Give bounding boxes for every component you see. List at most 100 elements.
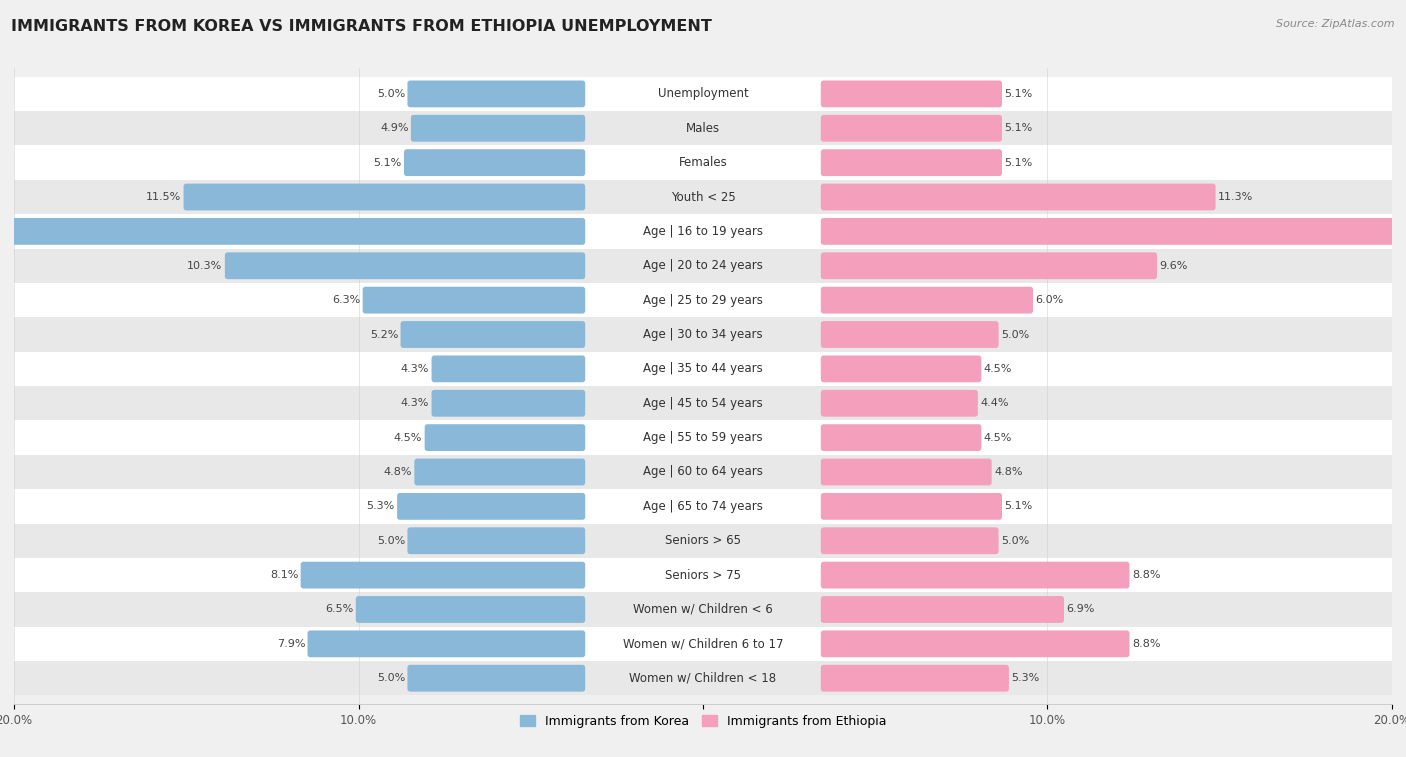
FancyBboxPatch shape (821, 149, 1002, 176)
Text: Age | 65 to 74 years: Age | 65 to 74 years (643, 500, 763, 513)
FancyBboxPatch shape (401, 321, 585, 348)
Text: 4.5%: 4.5% (984, 433, 1012, 443)
FancyBboxPatch shape (0, 489, 1406, 524)
FancyBboxPatch shape (821, 184, 1216, 210)
Text: 6.3%: 6.3% (332, 295, 360, 305)
FancyBboxPatch shape (408, 528, 585, 554)
Text: 11.3%: 11.3% (1218, 192, 1253, 202)
FancyBboxPatch shape (821, 665, 1010, 692)
FancyBboxPatch shape (821, 390, 979, 416)
Text: 5.3%: 5.3% (367, 501, 395, 512)
Text: 5.0%: 5.0% (1001, 329, 1029, 339)
FancyBboxPatch shape (821, 80, 1002, 107)
Text: Women w/ Children < 6: Women w/ Children < 6 (633, 603, 773, 616)
FancyBboxPatch shape (821, 528, 998, 554)
Text: 4.5%: 4.5% (984, 364, 1012, 374)
FancyBboxPatch shape (0, 455, 1406, 489)
Legend: Immigrants from Korea, Immigrants from Ethiopia: Immigrants from Korea, Immigrants from E… (515, 710, 891, 733)
Text: 8.8%: 8.8% (1132, 570, 1160, 580)
FancyBboxPatch shape (308, 631, 585, 657)
FancyBboxPatch shape (0, 524, 1406, 558)
Text: Age | 35 to 44 years: Age | 35 to 44 years (643, 363, 763, 375)
FancyBboxPatch shape (0, 420, 1406, 455)
Text: Youth < 25: Youth < 25 (671, 191, 735, 204)
Text: Source: ZipAtlas.com: Source: ZipAtlas.com (1277, 19, 1395, 29)
FancyBboxPatch shape (0, 145, 1406, 180)
FancyBboxPatch shape (0, 317, 1406, 352)
Text: Age | 16 to 19 years: Age | 16 to 19 years (643, 225, 763, 238)
Text: 6.9%: 6.9% (1066, 605, 1095, 615)
Text: 5.1%: 5.1% (1004, 501, 1032, 512)
Text: 7.9%: 7.9% (277, 639, 305, 649)
Text: 6.0%: 6.0% (1035, 295, 1064, 305)
Text: Seniors > 65: Seniors > 65 (665, 534, 741, 547)
Text: Males: Males (686, 122, 720, 135)
FancyBboxPatch shape (821, 631, 1129, 657)
FancyBboxPatch shape (821, 252, 1157, 279)
Text: Women w/ Children < 18: Women w/ Children < 18 (630, 671, 776, 685)
Text: 8.8%: 8.8% (1132, 639, 1160, 649)
FancyBboxPatch shape (0, 76, 1406, 111)
FancyBboxPatch shape (425, 424, 585, 451)
FancyBboxPatch shape (821, 459, 991, 485)
FancyBboxPatch shape (363, 287, 585, 313)
Text: 5.1%: 5.1% (1004, 123, 1032, 133)
Text: 6.5%: 6.5% (325, 605, 353, 615)
FancyBboxPatch shape (0, 180, 1406, 214)
FancyBboxPatch shape (0, 218, 585, 245)
Text: Age | 45 to 54 years: Age | 45 to 54 years (643, 397, 763, 410)
Text: 5.0%: 5.0% (377, 673, 405, 684)
Text: 5.0%: 5.0% (377, 536, 405, 546)
FancyBboxPatch shape (408, 80, 585, 107)
FancyBboxPatch shape (821, 321, 998, 348)
Text: 5.3%: 5.3% (1011, 673, 1039, 684)
FancyBboxPatch shape (821, 287, 1033, 313)
Text: 5.1%: 5.1% (374, 157, 402, 167)
Text: 4.8%: 4.8% (384, 467, 412, 477)
FancyBboxPatch shape (0, 558, 1406, 592)
FancyBboxPatch shape (408, 665, 585, 692)
FancyBboxPatch shape (0, 111, 1406, 145)
FancyBboxPatch shape (432, 390, 585, 416)
FancyBboxPatch shape (821, 356, 981, 382)
FancyBboxPatch shape (821, 218, 1406, 245)
Text: Age | 60 to 64 years: Age | 60 to 64 years (643, 466, 763, 478)
Text: Age | 30 to 34 years: Age | 30 to 34 years (643, 328, 763, 341)
FancyBboxPatch shape (415, 459, 585, 485)
FancyBboxPatch shape (411, 115, 585, 142)
Text: 11.5%: 11.5% (146, 192, 181, 202)
FancyBboxPatch shape (356, 596, 585, 623)
Text: Age | 25 to 29 years: Age | 25 to 29 years (643, 294, 763, 307)
FancyBboxPatch shape (0, 248, 1406, 283)
Text: 5.1%: 5.1% (1004, 89, 1032, 99)
Text: Females: Females (679, 156, 727, 169)
Text: 5.0%: 5.0% (377, 89, 405, 99)
Text: 4.5%: 4.5% (394, 433, 422, 443)
FancyBboxPatch shape (0, 214, 1406, 248)
FancyBboxPatch shape (821, 562, 1129, 588)
Text: Age | 20 to 24 years: Age | 20 to 24 years (643, 259, 763, 273)
FancyBboxPatch shape (821, 493, 1002, 520)
Text: Unemployment: Unemployment (658, 87, 748, 101)
Text: 4.8%: 4.8% (994, 467, 1022, 477)
Text: IMMIGRANTS FROM KOREA VS IMMIGRANTS FROM ETHIOPIA UNEMPLOYMENT: IMMIGRANTS FROM KOREA VS IMMIGRANTS FROM… (11, 19, 711, 34)
Text: 4.3%: 4.3% (401, 364, 429, 374)
FancyBboxPatch shape (821, 596, 1064, 623)
FancyBboxPatch shape (821, 115, 1002, 142)
Text: 8.1%: 8.1% (270, 570, 298, 580)
Text: 4.4%: 4.4% (980, 398, 1008, 408)
Text: 5.2%: 5.2% (370, 329, 398, 339)
FancyBboxPatch shape (0, 386, 1406, 420)
Text: Women w/ Children 6 to 17: Women w/ Children 6 to 17 (623, 637, 783, 650)
Text: 5.1%: 5.1% (1004, 157, 1032, 167)
FancyBboxPatch shape (225, 252, 585, 279)
Text: 10.3%: 10.3% (187, 260, 222, 271)
FancyBboxPatch shape (0, 592, 1406, 627)
FancyBboxPatch shape (821, 424, 981, 451)
FancyBboxPatch shape (404, 149, 585, 176)
FancyBboxPatch shape (0, 661, 1406, 696)
FancyBboxPatch shape (0, 627, 1406, 661)
FancyBboxPatch shape (432, 356, 585, 382)
Text: 9.6%: 9.6% (1160, 260, 1188, 271)
FancyBboxPatch shape (301, 562, 585, 588)
